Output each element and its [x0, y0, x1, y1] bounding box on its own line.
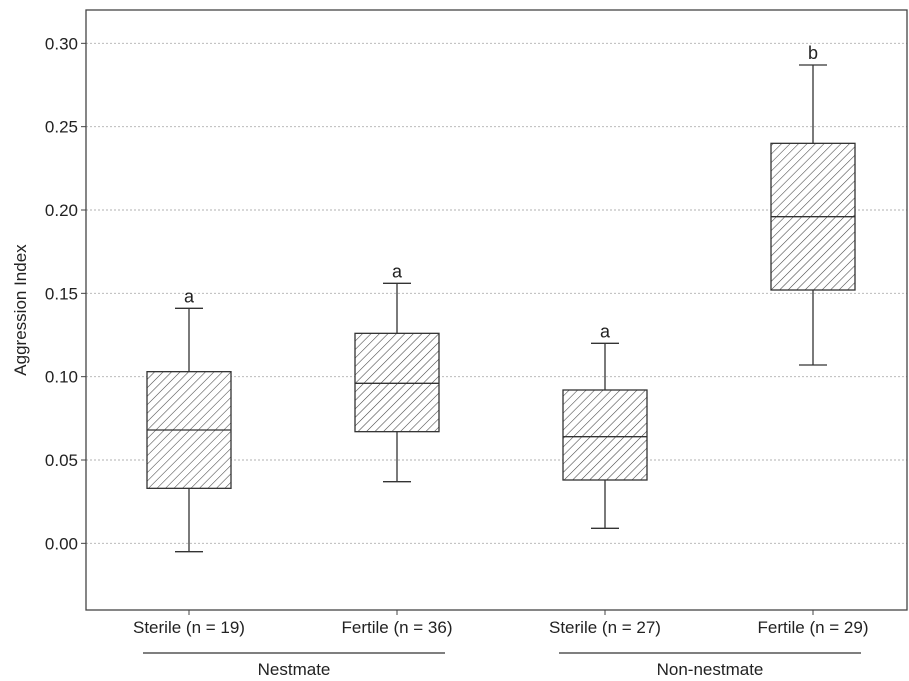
- x-category-label: Fertile (n = 29): [757, 618, 868, 637]
- box-plot: a: [354, 261, 440, 483]
- y-axis-ticks: 0.00 0.05 0.10 0.15 0.20 0.25 0.30: [45, 34, 86, 553]
- plot-frame: [85, 9, 908, 611]
- y-tick-label: 0.10: [45, 368, 78, 387]
- y-tick-label: 0.30: [45, 34, 78, 53]
- box-plots: a a a b: [146, 43, 856, 553]
- box-plot: a: [562, 321, 648, 529]
- y-tick-label: 0.15: [45, 284, 78, 303]
- y-tick-label: 0.05: [45, 451, 78, 470]
- significance-letter: b: [808, 43, 818, 63]
- x-axis-labels: Sterile (n = 19) Fertile (n = 36) Sterile …: [133, 610, 869, 637]
- group-label: Non-nestmate: [657, 660, 764, 679]
- box-iqr: [354, 332, 440, 433]
- box-plot: b: [770, 43, 856, 366]
- y-tick-label: 0.00: [45, 534, 78, 553]
- significance-letter: a: [392, 261, 403, 281]
- y-tick-label: 0.25: [45, 118, 78, 137]
- y-tick-label: 0.20: [45, 201, 78, 220]
- group-label: Nestmate: [258, 660, 331, 679]
- x-category-label: Sterile (n = 19): [133, 618, 245, 637]
- box-iqr: [562, 389, 648, 481]
- significance-letter: a: [184, 286, 195, 306]
- box-plot: a: [146, 286, 232, 553]
- x-category-label: Sterile (n = 27): [549, 618, 661, 637]
- x-category-label: Fertile (n = 36): [341, 618, 452, 637]
- group-labels: Nestmate Non-nestmate: [143, 652, 861, 679]
- significance-letter: a: [600, 321, 611, 341]
- y-axis-title: Aggression Index: [11, 244, 30, 376]
